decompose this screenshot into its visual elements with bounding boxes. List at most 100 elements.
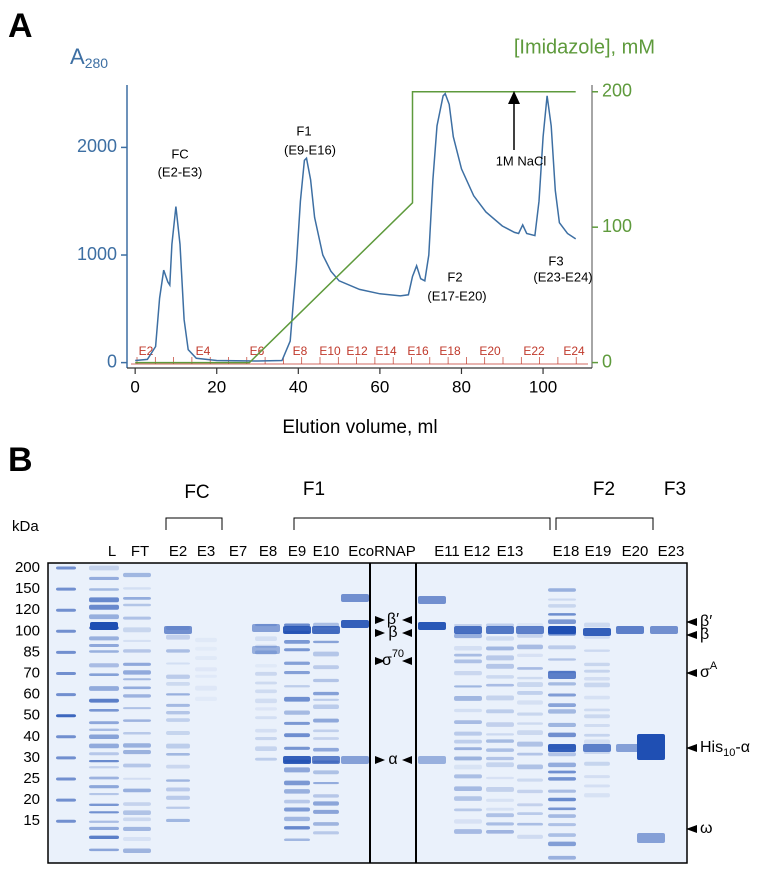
gel-band: [166, 743, 190, 749]
gel-band: [166, 634, 190, 640]
peak-annotation: (E2-E3): [158, 164, 203, 179]
fraction-label: E22: [523, 344, 545, 358]
gel-band: [548, 762, 576, 768]
gel-band: [454, 659, 482, 664]
gel-band: [166, 779, 190, 782]
gel-band: [195, 685, 217, 691]
marker-label: 70: [23, 664, 40, 681]
gel-band: [454, 747, 482, 751]
gel-band: [166, 818, 190, 823]
gel-band: [89, 636, 119, 641]
peak-annotation: FC: [171, 146, 188, 161]
gel-band: [548, 682, 576, 686]
gel-band: [123, 707, 151, 710]
peak-annotation: (E17-E20): [427, 288, 486, 303]
gel-band: [284, 696, 310, 702]
gel-band: [454, 786, 482, 791]
gel-band: [517, 700, 543, 705]
gel-band: [486, 655, 514, 661]
gel-band: [123, 836, 151, 841]
gel-band: [123, 686, 151, 690]
gel-band: [255, 689, 277, 694]
gel-band: [166, 764, 190, 769]
gel-band: [517, 741, 543, 747]
marker-label: 100: [15, 622, 40, 639]
gel-band: [517, 644, 543, 650]
annotation-main: σ: [700, 664, 710, 681]
gel-band: [486, 646, 514, 651]
gel-band: [454, 731, 482, 736]
gel-band: [166, 718, 190, 722]
gel-band: [56, 608, 76, 612]
lane-label: E18: [553, 543, 580, 560]
annotation-arrow: [375, 756, 385, 764]
annotation-arrow: [686, 631, 697, 639]
y2-axis-label: [Imidazole], mM: [514, 36, 655, 58]
y-tick-label: 0: [107, 351, 117, 371]
annotation-after: -α: [735, 739, 750, 756]
band-annotation: His10-α: [700, 739, 750, 759]
gel-band: [486, 709, 514, 714]
gel-band: [517, 803, 543, 807]
gel-band: [284, 661, 310, 665]
peak-annotation: 1M NaCl: [496, 153, 547, 168]
marker-label: 15: [23, 812, 40, 829]
gel-band: [123, 719, 151, 722]
gel-band: [255, 650, 277, 655]
gel-band: [166, 710, 190, 715]
gel-band: [255, 681, 277, 685]
gel-band: [486, 733, 514, 736]
annotation-main: α: [388, 751, 397, 768]
gel-band: [418, 622, 446, 630]
lane-label: E10: [313, 543, 340, 560]
peak-annotation: F1: [296, 123, 311, 138]
gel-band: [486, 786, 514, 792]
x-axis-label: Elution volume, ml: [282, 417, 437, 438]
gel-band: [517, 789, 543, 794]
gel-band: [548, 814, 576, 818]
peak-annotation: F3: [548, 253, 563, 268]
band-annotation: β′: [700, 613, 712, 630]
gel-band: [89, 776, 119, 780]
gel-band: [195, 637, 217, 643]
gel-band: [89, 614, 119, 620]
gel-band: [123, 810, 151, 816]
gel-band: [486, 626, 514, 634]
gel-band: [548, 855, 576, 860]
y2-tick-label: 0: [602, 351, 612, 371]
x-tick-label: 40: [289, 377, 308, 396]
gel-band: [418, 756, 446, 764]
annotation-sup: 70: [392, 648, 404, 660]
band-annotation: β: [700, 626, 709, 643]
gel-band: [584, 635, 610, 639]
annotation-arrow: [375, 657, 385, 665]
fraction-label: E12: [346, 344, 368, 358]
gel-band: [454, 708, 482, 713]
gel-band: [341, 756, 369, 764]
gel-band: [454, 774, 482, 779]
gel-band: [56, 777, 76, 781]
gel-band: [195, 696, 217, 702]
gel-band: [123, 694, 151, 698]
group-label: F2: [593, 479, 615, 500]
gel-band: [56, 735, 76, 739]
gel-band: [56, 714, 76, 718]
gel-band: [255, 698, 277, 704]
gel-band: [56, 819, 76, 823]
band-annotation: σA: [700, 660, 718, 681]
gel-band: [584, 739, 610, 745]
gel-band: [517, 676, 543, 680]
gel-band: [584, 677, 610, 681]
gel-band: [284, 640, 310, 644]
gel-band: [454, 633, 482, 639]
band-annotation: α: [388, 751, 397, 768]
fraction-label: E20: [479, 344, 501, 358]
gel-band: [255, 757, 277, 761]
lane-label: E11: [434, 543, 460, 560]
gel-band: [548, 841, 576, 847]
gel-band: [123, 596, 151, 600]
gel-band: [284, 648, 310, 652]
lane-label: EcoRNAP: [348, 543, 416, 560]
group-label: F3: [664, 479, 686, 500]
gel-band: [284, 780, 310, 786]
